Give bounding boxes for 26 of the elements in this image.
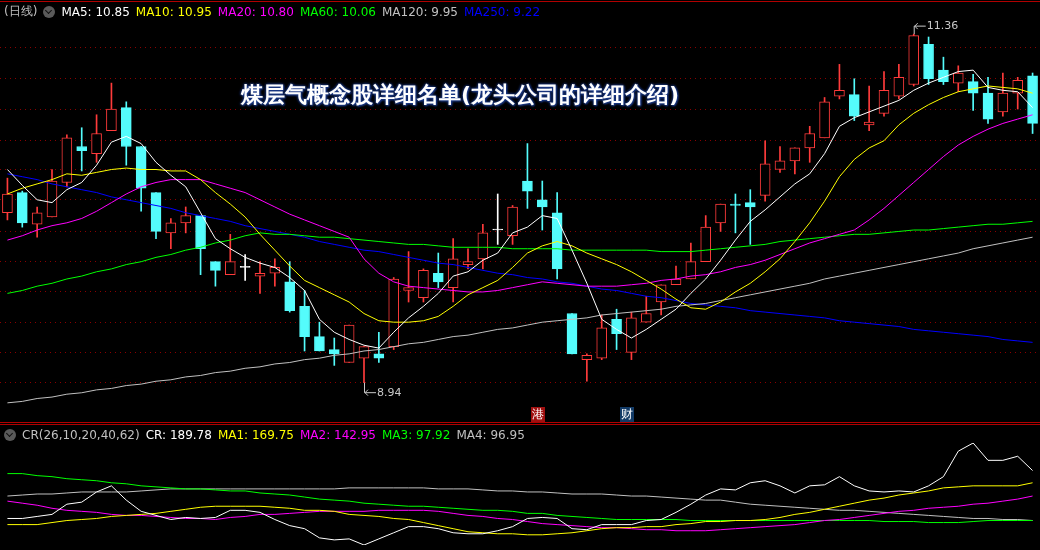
text: MA250: 9.22 [463,4,541,19]
candlestick [462,248,474,270]
candlestick [536,180,548,231]
text: MA3: 97.92 [381,428,451,442]
candlestick [76,127,88,172]
text: MA60: 10.06 [299,4,376,19]
text: MA120: 9.95 [381,4,458,19]
annotation: 11.36 [926,18,959,32]
candlestick [581,353,593,382]
annotation: 8.94 [377,385,402,399]
annotation: 财 [620,407,634,422]
text: MA4: 96.95 [456,428,525,442]
text: MA5: 10.85 [61,4,130,19]
candlestick [328,337,340,366]
text: MA10: 10.95 [135,4,212,19]
text: 煤层气概念股详细名单(龙头公司的详细介绍) [239,81,681,109]
text: MA2: 142.95 [299,428,376,442]
candlestick [373,331,385,363]
annotation: 港 [531,407,545,422]
text: CR: 189.78 [145,428,212,442]
chart-subtitle: (日线) [4,3,38,20]
text: MA20: 10.80 [217,4,294,19]
text: MA1: 169.75 [217,428,294,442]
candlestick [744,189,756,245]
candlestick [492,193,504,245]
chart-title: CR(26,10,20,40,62) [22,428,140,442]
